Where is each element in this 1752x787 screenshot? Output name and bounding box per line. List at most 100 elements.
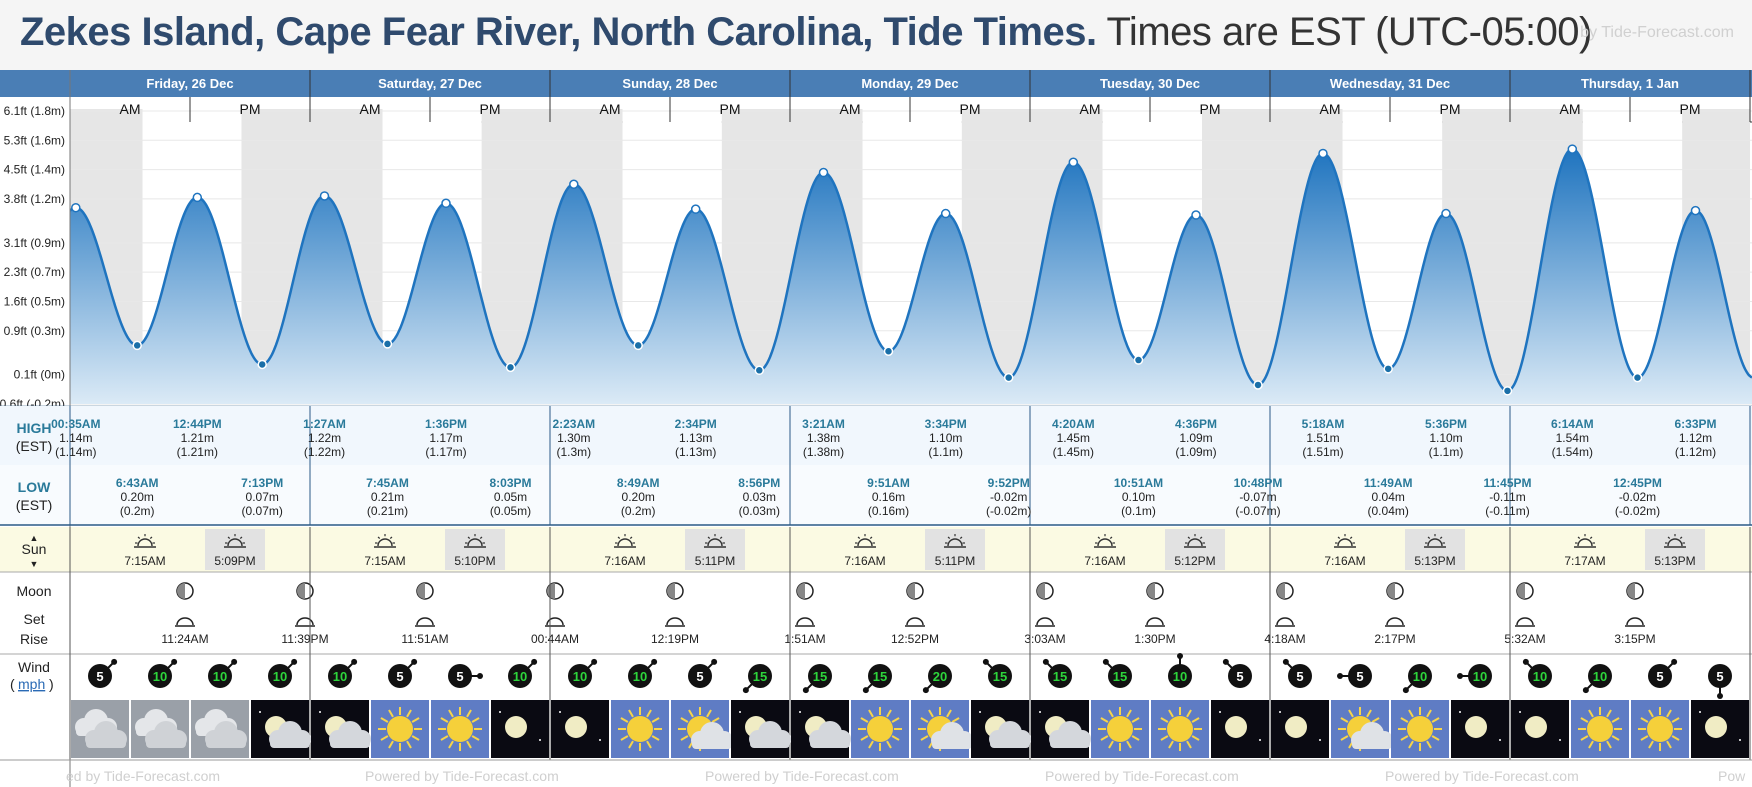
high-tide-height: 1.12m <box>1679 431 1712 445</box>
sunset-time: 5:09PM <box>214 554 255 568</box>
star-icon <box>739 711 741 713</box>
star-icon <box>1739 739 1741 741</box>
high-tide-time: 3:21AM <box>802 417 845 431</box>
sun-ray <box>1671 735 1680 741</box>
low-est-label: (EST) <box>16 497 53 513</box>
moon-rise-icon <box>795 617 815 627</box>
sun-ray <box>1640 735 1649 741</box>
wind-badge <box>508 664 532 688</box>
sun-ray <box>1606 709 1612 718</box>
tide-point <box>1690 205 1701 216</box>
sun-ray <box>688 709 694 718</box>
sun-ray <box>707 536 711 539</box>
wind-speed: 5 <box>396 669 403 684</box>
sun-ray <box>617 536 621 539</box>
wind-speed: 10 <box>213 669 227 684</box>
wind-speed: 5 <box>1236 669 1243 684</box>
wind-cell: 15 <box>862 664 892 694</box>
sun-ray <box>1168 740 1174 749</box>
wind-badge <box>1348 664 1372 688</box>
high-row <box>0 406 1752 465</box>
wind-speed: 10 <box>1533 669 1547 684</box>
moon-shadow <box>1517 583 1525 599</box>
wind-cell: 10 <box>1522 658 1552 688</box>
pm-label: PM <box>480 101 501 117</box>
high-tide-height-paren: (1.45m) <box>1053 445 1094 459</box>
low-tide-time: 8:56PM <box>738 476 780 490</box>
sun-ray <box>448 709 454 718</box>
tide-point <box>1003 372 1014 383</box>
y-tick-label: 4.5ft (1.4m) <box>4 163 65 177</box>
cloud-icon <box>145 721 187 748</box>
sun-arc <box>1187 538 1203 547</box>
sunrise-icon <box>1094 534 1116 548</box>
timezone-note: Times are EST (UTC-05:00) <box>1106 10 1592 54</box>
wind-arrow-head <box>1717 693 1723 699</box>
wind-cell: 5 <box>448 664 483 688</box>
sun-ray <box>1408 740 1414 749</box>
weather-cell <box>791 700 851 758</box>
y-tick-label: 1.6ft (0.5m) <box>4 294 65 308</box>
wind-arrow-head <box>711 658 718 665</box>
low-tide-height: 0.20m <box>121 490 154 504</box>
wind-speed: 10 <box>573 669 587 684</box>
sun-up-arrow-icon: ▲ <box>30 533 39 543</box>
weather-cell <box>311 700 371 758</box>
sun-ray <box>1426 709 1432 718</box>
sun-ray <box>1340 717 1349 723</box>
tide-area <box>70 149 1752 404</box>
low-tide-height-paren: (0.05m) <box>490 504 531 518</box>
watermark-text: Powered by Tide-Forecast.com <box>1045 768 1239 784</box>
weather-cell <box>1691 700 1749 758</box>
low-tide-time: 12:45PM <box>1613 476 1662 490</box>
wind-cell: 15 <box>982 658 1012 688</box>
sun-ray <box>1588 709 1594 718</box>
cloud-icon <box>809 721 851 748</box>
sunrise-time: 7:16AM <box>604 554 645 568</box>
wind-cell: 5 <box>1222 658 1252 688</box>
wind-speed: 10 <box>1473 669 1487 684</box>
am-label: AM <box>600 101 621 117</box>
tide-point <box>192 192 203 203</box>
weather-cell <box>1631 700 1689 758</box>
sun-ray <box>1199 536 1203 539</box>
sun-ray <box>680 717 689 723</box>
sun-ray <box>227 536 231 539</box>
wind-cell: 10 <box>1582 664 1612 694</box>
cloud-icon <box>1049 721 1091 748</box>
star-icon <box>319 711 321 713</box>
high-tide-height: 1.21m <box>181 431 214 445</box>
wind-cell: 5 <box>688 658 718 688</box>
sun-ray <box>1160 717 1169 723</box>
wind-cell: 10 <box>148 658 178 688</box>
sun-ray <box>1431 735 1440 741</box>
tide-point <box>505 362 516 373</box>
moon-shadow <box>547 583 555 599</box>
star-icon <box>499 711 501 713</box>
sun-ray <box>1186 709 1192 718</box>
day-header-strip <box>0 70 1752 97</box>
sunset-icon <box>1664 534 1686 548</box>
sun-ray <box>868 740 874 749</box>
paren-open: ( <box>10 676 15 692</box>
wind-speed: 5 <box>96 669 103 684</box>
page-title: Zekes Island, Cape Fear River, North Car… <box>20 10 1592 55</box>
sun-ray <box>1427 536 1431 539</box>
am-label: AM <box>120 101 141 117</box>
wind-badge <box>1288 664 1312 688</box>
sun-ray <box>1168 709 1174 718</box>
sun-ray <box>1337 536 1341 539</box>
moon-time: 11:24AM <box>161 632 208 646</box>
moon-time: 12:19PM <box>651 632 699 646</box>
sun-arc <box>1667 538 1683 547</box>
tide-point <box>633 340 643 351</box>
high-tide-height: 1.10m <box>1429 431 1462 445</box>
moon-time: 1:30PM <box>1134 632 1175 646</box>
wind-cell: 10 <box>208 658 238 688</box>
day-label: Saturday, 27 Dec <box>378 76 482 91</box>
low-row <box>0 465 1752 525</box>
sun-ray <box>1108 709 1114 718</box>
wind-cell: 15 <box>1042 658 1072 688</box>
sunrise-time: 7:15AM <box>364 554 405 568</box>
weather-cell <box>671 700 733 758</box>
